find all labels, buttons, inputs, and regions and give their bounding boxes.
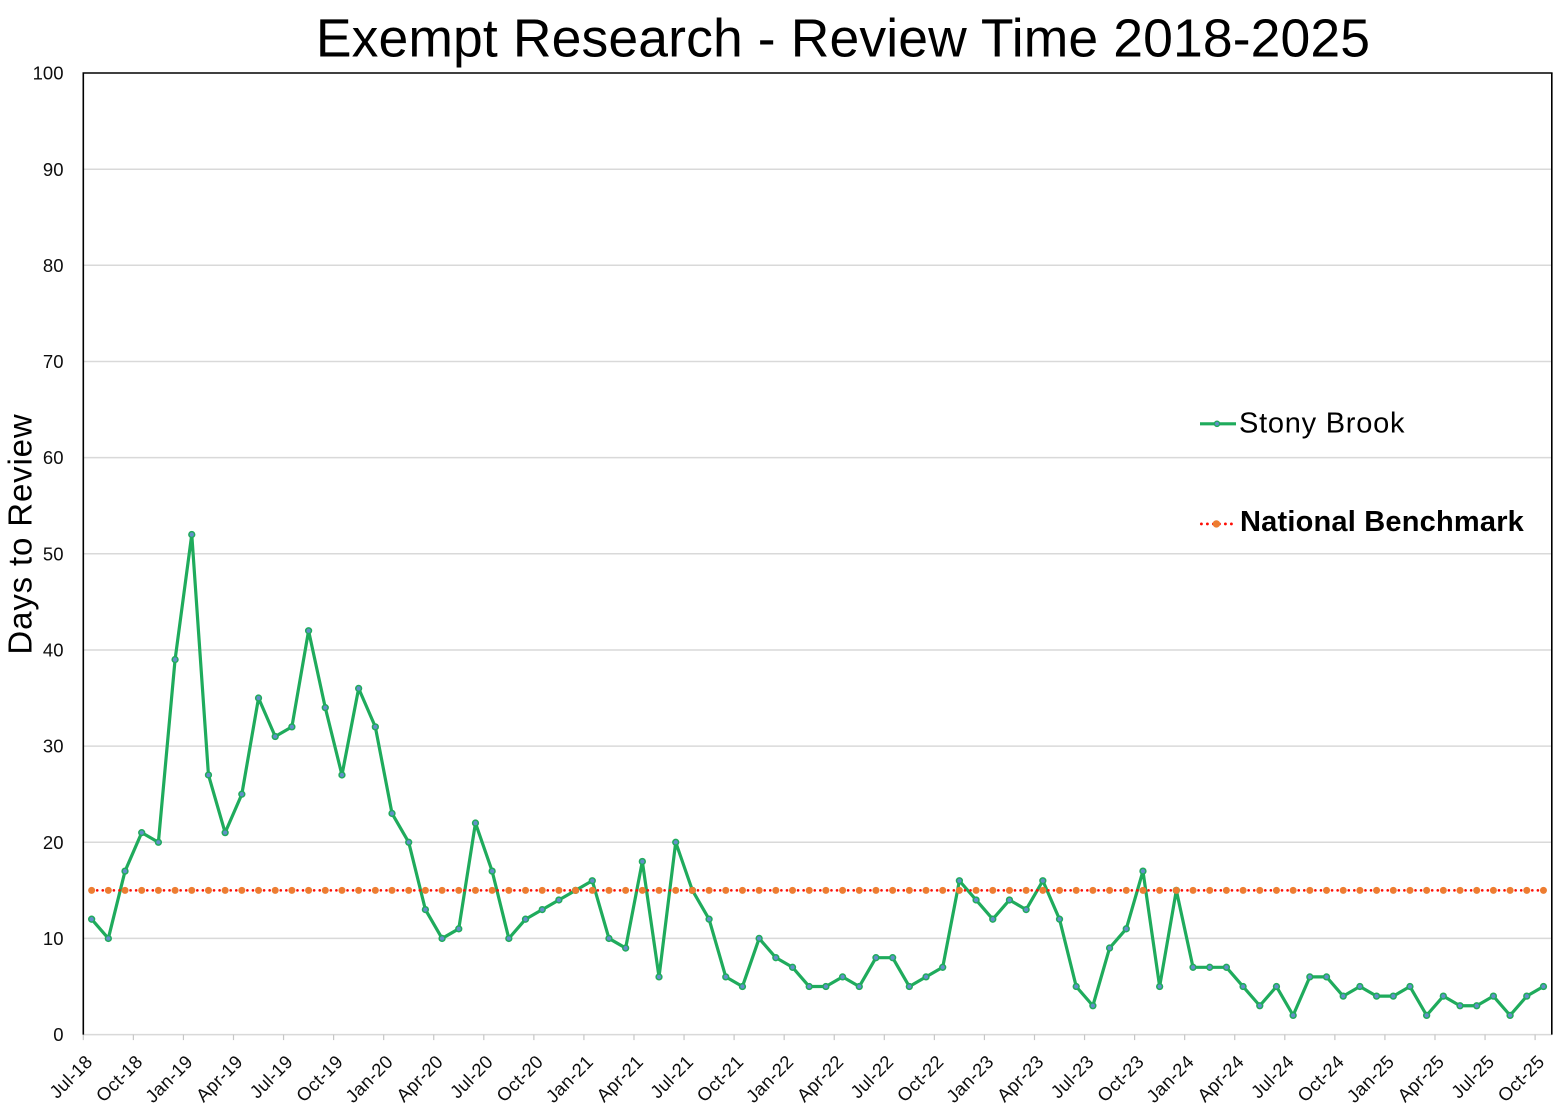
svg-text:80: 80: [43, 255, 64, 276]
svg-text:Days to Review: Days to Review: [1, 413, 38, 654]
svg-text:Exempt Research - Review Time: Exempt Research - Review Time 2018-2025: [316, 10, 1370, 69]
svg-text:20: 20: [43, 832, 64, 853]
svg-text:National Benchmark: National Benchmark: [1240, 506, 1525, 538]
svg-text:70: 70: [43, 351, 64, 372]
svg-text:40: 40: [43, 640, 64, 661]
svg-text:30: 30: [43, 736, 64, 757]
svg-text:Stony Brook: Stony Brook: [1239, 408, 1405, 440]
svg-text:100: 100: [33, 63, 64, 84]
svg-text:10: 10: [43, 928, 64, 949]
svg-text:60: 60: [43, 447, 64, 468]
svg-text:0: 0: [53, 1024, 63, 1045]
svg-text:90: 90: [43, 159, 64, 180]
svg-text:50: 50: [43, 543, 64, 564]
